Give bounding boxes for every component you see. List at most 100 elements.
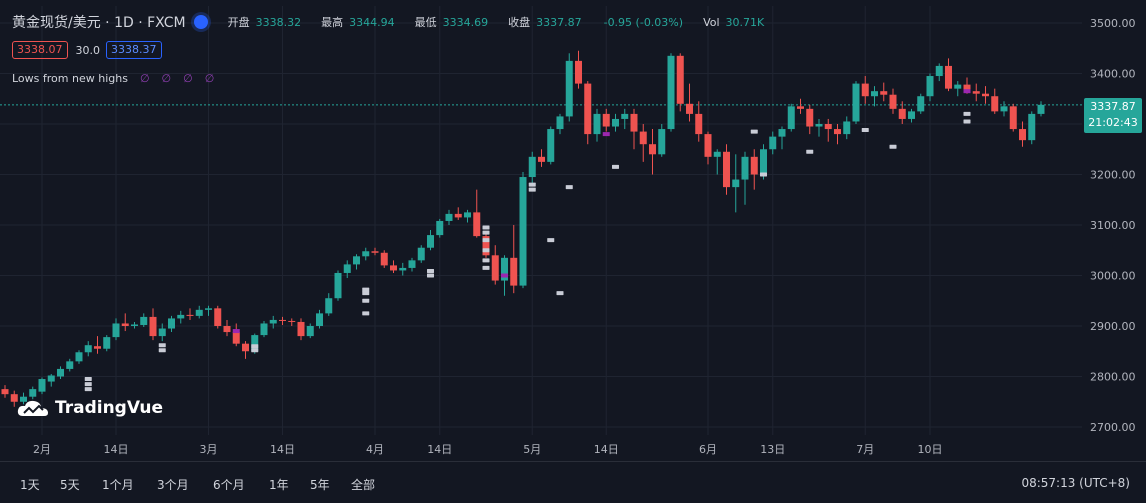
low-marker <box>547 238 555 243</box>
candle <box>436 218 444 238</box>
purple-marker <box>501 273 508 278</box>
candle-body <box>371 251 379 253</box>
candle-body <box>713 151 721 157</box>
candle <box>750 149 758 190</box>
candle <box>362 247 370 261</box>
candle <box>158 323 166 342</box>
candle <box>861 76 869 104</box>
candle-body <box>10 394 18 402</box>
candle <box>704 131 712 165</box>
candle-body <box>29 389 37 397</box>
candle <box>584 81 592 145</box>
candle <box>427 230 434 251</box>
candle-body <box>639 131 647 145</box>
candle <box>556 113 564 135</box>
candle-body <box>584 83 592 135</box>
candle <box>112 318 120 341</box>
range-1y-button[interactable]: 1年 <box>269 478 289 492</box>
range-1d-button[interactable]: 1天 <box>20 478 40 492</box>
indicator-values: 3338.07 30.0 3338.37 <box>12 41 162 59</box>
purple-marker <box>232 329 240 334</box>
candle-body <box>260 323 268 336</box>
study-name[interactable]: Lows from new highs <box>12 72 128 85</box>
low-marker <box>963 111 971 116</box>
candle-body <box>501 257 508 281</box>
low-marker <box>362 298 370 303</box>
candle-body <box>177 314 185 319</box>
candle <box>602 108 610 132</box>
symbol-title[interactable]: 黄金现货/美元 · 1D · FXCM <box>12 15 186 31</box>
candle-body <box>852 83 860 122</box>
candle <box>982 86 989 104</box>
low-marker <box>158 348 166 353</box>
candle <box>732 154 740 213</box>
logo-text: TradingVue <box>55 398 164 418</box>
candle <box>408 257 416 272</box>
low-marker <box>427 273 434 278</box>
candle-body <box>445 213 453 221</box>
candle <box>843 116 851 140</box>
candle-body <box>473 212 481 237</box>
range-5d-button[interactable]: 5天 <box>60 478 80 492</box>
low-marker <box>84 387 92 392</box>
candle <box>417 245 425 263</box>
candle-body <box>991 96 999 112</box>
y-tick-label: 3500.00 <box>1090 17 1136 30</box>
candle-body <box>1000 106 1008 112</box>
last-price-tag: 3337.87 21:02:43 <box>1084 98 1142 133</box>
low-marker <box>760 172 767 177</box>
low-marker <box>750 129 758 134</box>
candle-body <box>935 65 943 77</box>
range-6m-button[interactable]: 6个月 <box>213 478 245 492</box>
range-1m-button[interactable]: 1个月 <box>102 478 134 492</box>
candle-body <box>547 129 555 162</box>
close-value: 3337.87 <box>536 15 582 29</box>
candle-body <box>843 121 851 135</box>
candle <box>84 341 92 357</box>
candle-body <box>769 136 777 150</box>
purple-marker <box>602 132 610 137</box>
candle-body <box>982 93 989 97</box>
time-axis[interactable]: 2月 14日 3月 14日 4月 14日 5月 14日 6月 13日 7月 10日 <box>33 443 943 456</box>
candle <box>279 316 286 325</box>
candle <box>297 318 305 341</box>
purple-marker <box>963 89 971 94</box>
candle-body <box>131 324 138 326</box>
candle-body <box>575 60 582 84</box>
study-legend[interactable]: Lows from new highs ∅ ∅ ∅ ∅ <box>12 72 214 85</box>
candle-body <box>954 84 962 89</box>
candle <box>612 113 619 132</box>
range-5y-button[interactable]: 5年 <box>310 478 330 492</box>
candle-body <box>316 313 323 326</box>
candle-body <box>898 108 906 119</box>
price-axis[interactable]: 3500.003400.003300.003200.003100.003000.… <box>1090 17 1136 434</box>
y-tick-label: 3100.00 <box>1090 219 1136 232</box>
high-label: 最高 <box>321 16 344 29</box>
low-marker <box>158 343 166 348</box>
candle <box>131 321 138 329</box>
change-value: -0.95 (-0.03%) <box>603 15 684 29</box>
candle-body <box>1019 129 1026 141</box>
study-value-icon-1: ∅ <box>139 72 150 85</box>
candle <box>676 53 684 112</box>
low-marker <box>556 291 564 296</box>
candle <box>269 315 277 329</box>
candle-body <box>538 156 545 162</box>
candle <box>528 151 536 185</box>
candle-body <box>917 96 925 112</box>
candle <box>639 124 647 162</box>
candle-body <box>408 260 416 268</box>
candle-body <box>741 156 749 180</box>
candle-body <box>195 309 203 316</box>
candle-body <box>880 91 888 95</box>
range-3m-button[interactable]: 3个月 <box>157 478 189 492</box>
candle <box>445 209 453 225</box>
range-all-button[interactable]: 全部 <box>351 478 376 492</box>
clock-timezone[interactable]: 08:57:13 (UTC+8) <box>1021 476 1130 490</box>
candle-body <box>834 129 841 135</box>
candle-body <box>20 396 27 402</box>
candle <box>806 104 814 135</box>
x-tick-label: 7月 <box>856 443 874 456</box>
candle <box>658 124 666 157</box>
